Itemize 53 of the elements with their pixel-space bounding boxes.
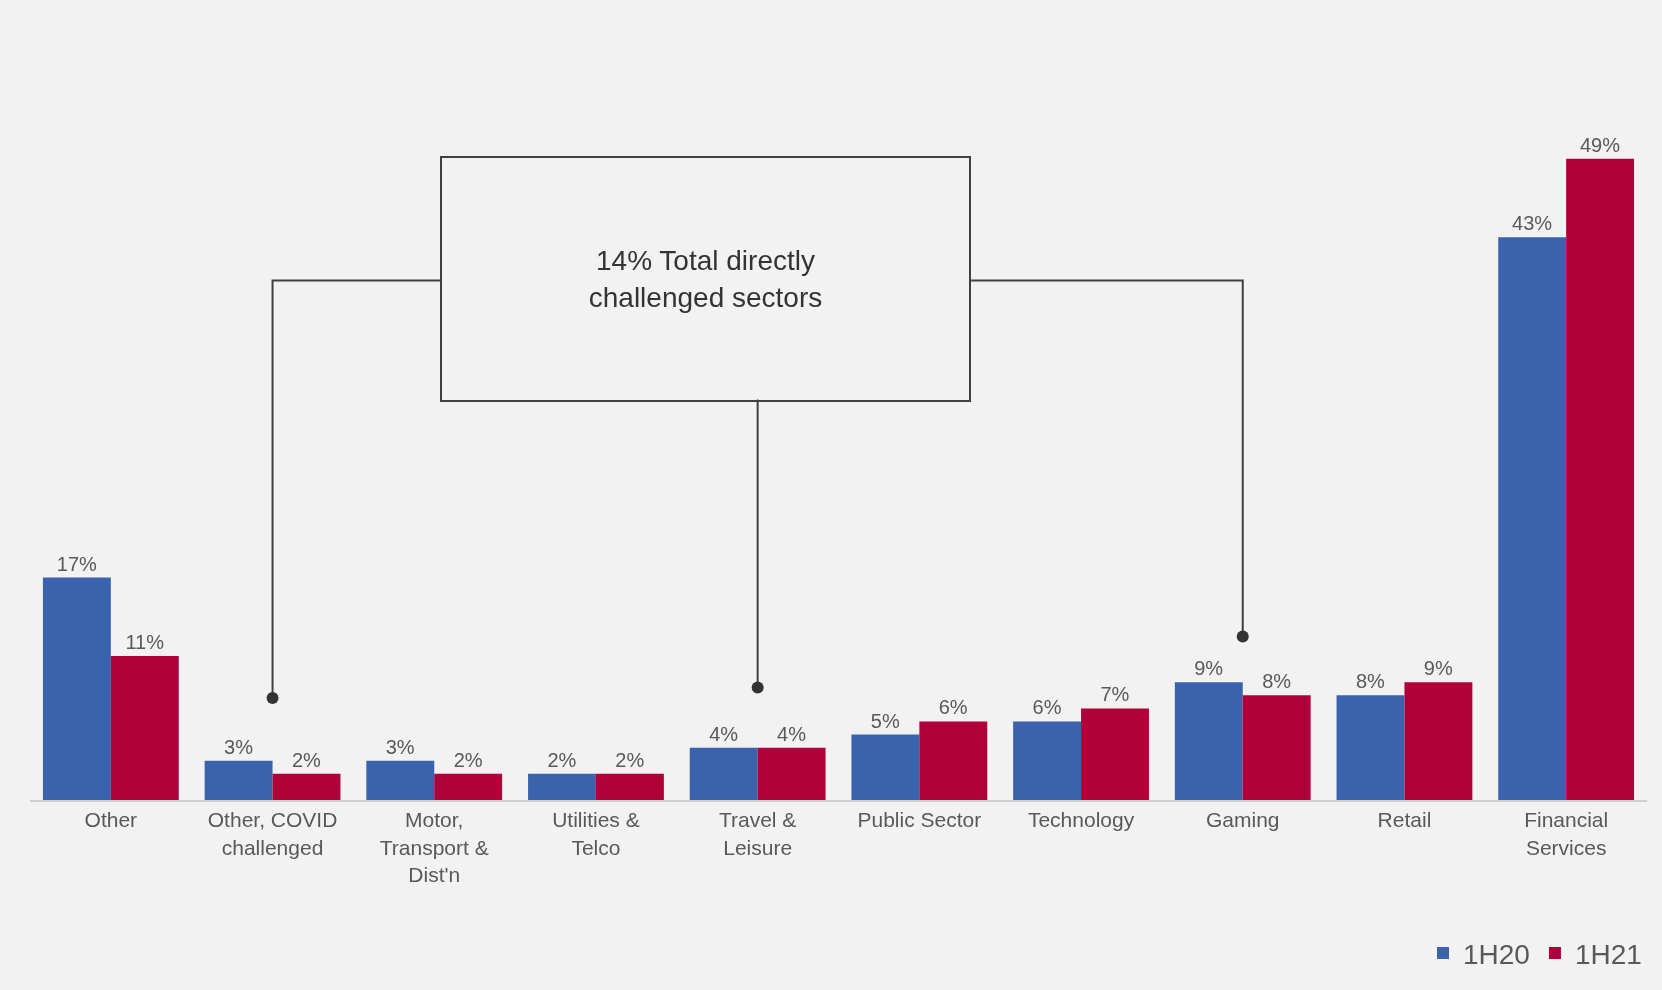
data-label: 9% xyxy=(1423,657,1453,680)
data-label: 2% xyxy=(453,748,483,771)
bar xyxy=(1566,158,1635,800)
bar xyxy=(851,734,920,800)
bar xyxy=(1336,695,1405,800)
data-label: 8% xyxy=(1355,670,1386,693)
bar xyxy=(757,747,826,800)
annotation: 14% Total directly challenged sectors xyxy=(588,245,823,313)
x-tick-label: Retail xyxy=(1377,808,1432,832)
bar xyxy=(1242,695,1311,800)
bar xyxy=(366,760,435,800)
data-label: 3% xyxy=(385,735,415,758)
legend-label: 1H20 xyxy=(1463,938,1530,970)
legend-label: 1H21 xyxy=(1574,938,1642,970)
x-tick-label: Other, COVID challenged xyxy=(207,808,338,859)
data-label: 49% xyxy=(1579,133,1621,156)
bar xyxy=(919,721,988,800)
bar xyxy=(272,773,341,800)
bar xyxy=(528,773,596,800)
data-label: 2% xyxy=(291,748,322,771)
x-tick-label: Financial Services xyxy=(1524,808,1609,859)
data-label: 11% xyxy=(125,631,165,654)
data-label: 4% xyxy=(709,722,739,745)
data-label: 7% xyxy=(1100,683,1130,706)
data-label: 2% xyxy=(547,748,577,771)
bar xyxy=(595,773,664,800)
data-label: 8% xyxy=(1262,670,1292,693)
x-tick-label: Motor, Transport & Dist'n xyxy=(379,808,489,886)
bar xyxy=(1404,682,1473,800)
bar xyxy=(1498,237,1567,800)
bar xyxy=(204,760,273,800)
data-label: 6% xyxy=(1032,696,1062,719)
bar xyxy=(110,656,179,800)
bar xyxy=(434,773,503,800)
bar xyxy=(42,577,111,800)
data-label: 43% xyxy=(1512,212,1553,235)
bar xyxy=(1013,721,1082,800)
x-tick-label: Public Sector xyxy=(857,808,982,832)
data-label: 9% xyxy=(1194,657,1224,680)
data-label: 6% xyxy=(938,696,968,719)
data-label: 3% xyxy=(224,735,254,758)
data-label: 4% xyxy=(777,722,807,745)
x-tick-label: Other xyxy=(84,808,138,832)
bar xyxy=(1081,708,1149,800)
data-label: 2% xyxy=(615,748,645,771)
bar xyxy=(1174,682,1243,800)
x-tick-label: Gaming xyxy=(1205,808,1280,832)
x-tick-label: Technology xyxy=(1027,808,1135,832)
x-tick-label: Travel & Leisure xyxy=(718,808,797,859)
bar xyxy=(689,747,758,800)
data-label: 5% xyxy=(870,709,900,732)
x-tick-label: Utilities & Telco xyxy=(552,808,640,859)
data-label: 17% xyxy=(56,552,98,575)
